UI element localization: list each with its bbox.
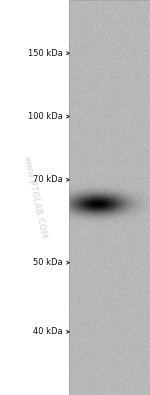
Text: www.PTGLAB.COM: www.PTGLAB.COM [21,156,48,239]
Text: 50 kDa: 50 kDa [33,258,63,267]
Text: 70 kDa: 70 kDa [33,175,63,184]
Text: 150 kDa: 150 kDa [28,49,63,58]
Text: 100 kDa: 100 kDa [28,112,63,121]
Text: 40 kDa: 40 kDa [33,327,63,336]
Bar [69,0,150,395]
